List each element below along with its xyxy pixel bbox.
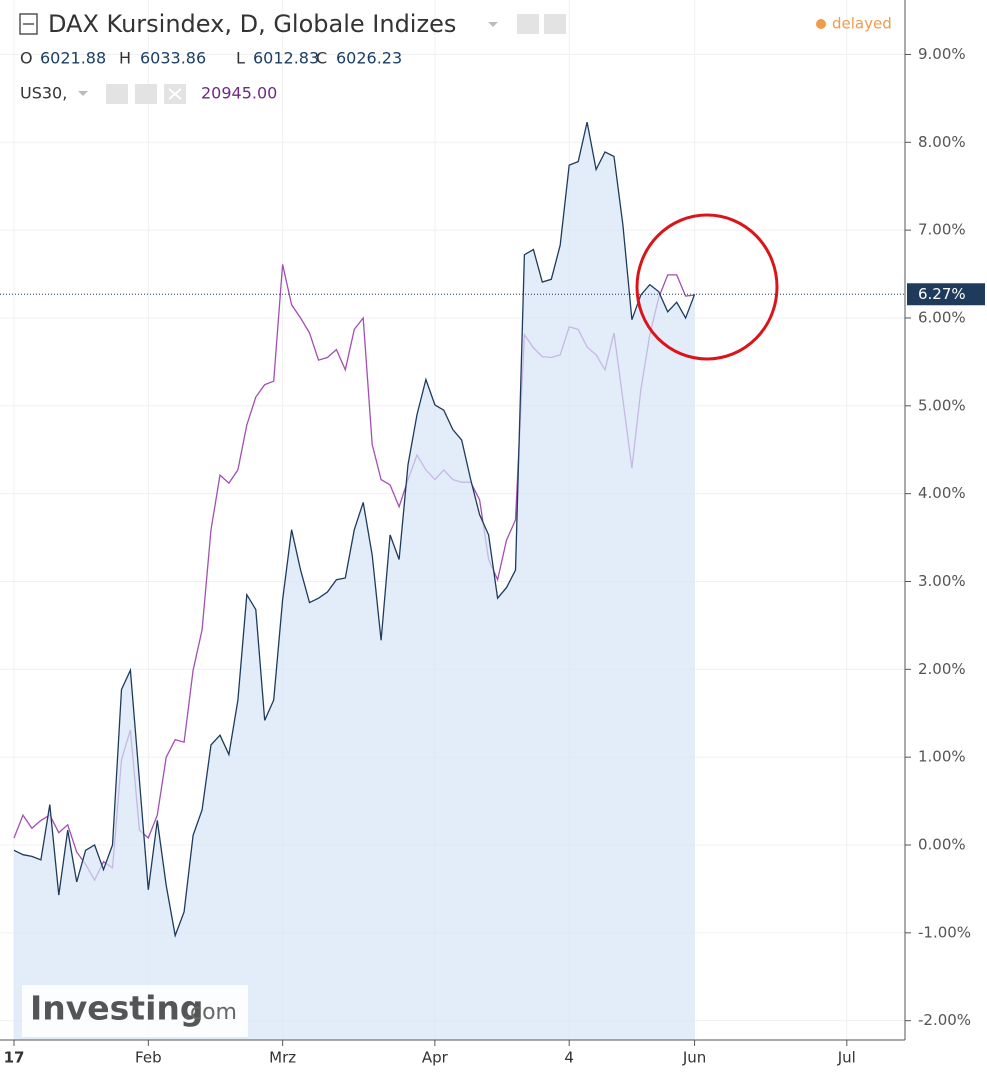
ohlc-value: 6026.23 <box>336 49 402 68</box>
x-tick-label: Apr <box>422 1049 449 1067</box>
ohlc-value: 6021.88 <box>40 49 106 68</box>
watermark: Investing <box>30 989 204 1028</box>
y-tick-label: 1.00% <box>918 748 966 766</box>
highlight-circle <box>635 213 779 361</box>
y-tick-label: 5.00% <box>918 396 966 414</box>
ohlc-value: 6033.86 <box>140 49 206 68</box>
y-tick-label: 7.00% <box>918 221 966 239</box>
status-label: delayed <box>832 15 892 33</box>
compare-label: US30, <box>20 84 67 103</box>
x-tick-label: Jun <box>682 1049 706 1067</box>
current-value-box <box>907 283 985 306</box>
dropdown-arrow[interactable] <box>78 91 88 96</box>
collapse-icon[interactable] <box>19 13 38 35</box>
ohlc-label: O <box>20 49 33 68</box>
settings-icon[interactable] <box>135 84 157 104</box>
y-tick-label: 9.00% <box>918 45 966 63</box>
y-tick-label: 2.00% <box>918 660 966 678</box>
y-tick-label: 8.00% <box>918 133 966 151</box>
ohlc-label: H <box>119 49 131 68</box>
current-value-label: 6.27% <box>918 285 966 303</box>
settings-icon[interactable] <box>544 14 566 34</box>
ohlc-value: 6012.83 <box>253 49 319 68</box>
ohlc-label: L <box>236 49 245 68</box>
ohlc-label: C <box>316 49 327 68</box>
x-tick-label: 4 <box>564 1049 574 1067</box>
plot-area <box>0 0 905 1041</box>
y-tick-label: 4.00% <box>918 484 966 502</box>
chart-title: DAX Kursindex, D, Globale Indizes <box>48 10 456 38</box>
y-tick-label: 0.00% <box>918 836 966 854</box>
y-tick-label: -1.00% <box>918 923 971 941</box>
eye-icon[interactable] <box>517 14 539 34</box>
compare-value: 20945.00 <box>201 84 277 103</box>
watermark-suffix: .com <box>183 1000 237 1025</box>
remove-icon-cross <box>168 88 182 100</box>
status-dot <box>816 19 826 29</box>
y-tick-label: 6.00% <box>918 308 966 326</box>
series-area <box>14 122 695 1041</box>
y-tick-label: 3.00% <box>918 572 966 590</box>
eye-icon[interactable] <box>106 84 128 104</box>
dropdown-arrow[interactable] <box>488 22 498 27</box>
x-tick-label: Feb <box>135 1049 162 1067</box>
x-tick-label: Mrz <box>269 1049 296 1067</box>
series-line <box>13 121 696 938</box>
y-tick-label: -2.00% <box>918 1011 971 1029</box>
x-tick-label: 17 <box>4 1049 25 1067</box>
x-tick-label: Jul <box>837 1049 856 1067</box>
watermark-bg <box>22 985 248 1037</box>
